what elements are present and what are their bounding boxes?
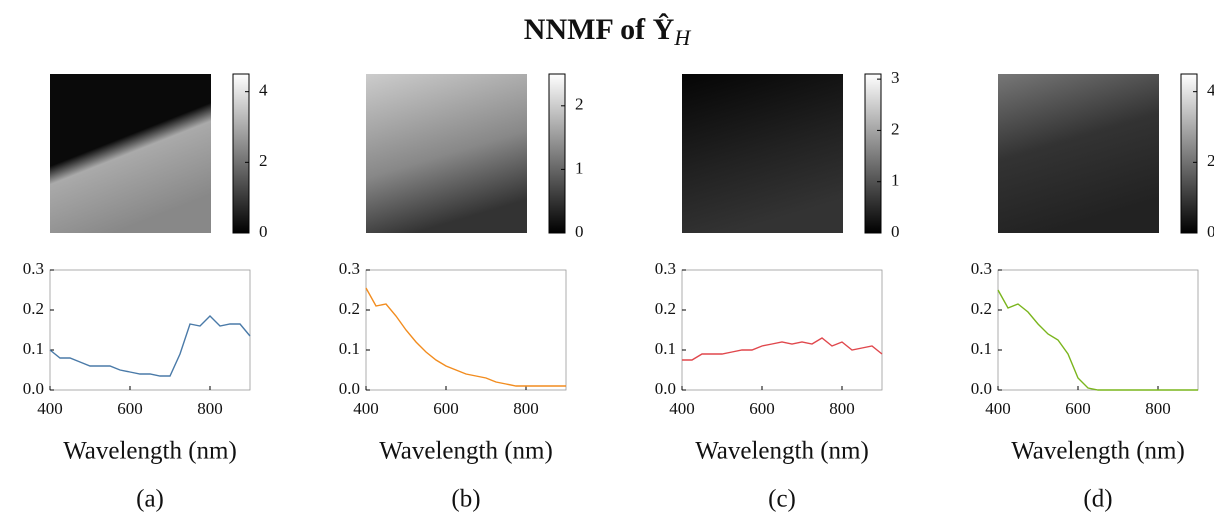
caption: (a) bbox=[136, 486, 164, 513]
series-line bbox=[682, 337, 883, 361]
image bbox=[50, 74, 211, 233]
title-text: NNMF of Ŷ bbox=[524, 13, 675, 46]
colorbar-tick-label: 1 bbox=[891, 171, 900, 190]
y-tick-label: 0.0 bbox=[655, 379, 676, 398]
y-tick-label: 0.0 bbox=[971, 379, 992, 398]
series-line bbox=[49, 315, 251, 377]
plot-frame bbox=[997, 269, 1199, 391]
y-tick-label: 0.2 bbox=[23, 299, 44, 318]
plot-frame bbox=[365, 269, 567, 391]
caption: (b) bbox=[451, 486, 480, 513]
plot-frame bbox=[49, 269, 251, 391]
x-tick-label: 400 bbox=[353, 399, 379, 418]
y-tick-label: 0.1 bbox=[23, 339, 44, 358]
colorbar-tick-label: 0 bbox=[259, 222, 268, 241]
x-tick-label: 600 bbox=[117, 399, 143, 418]
colorbar bbox=[232, 73, 250, 234]
colorbar bbox=[1180, 73, 1198, 234]
x-axis-label: Wavelength (nm) bbox=[695, 438, 869, 465]
colorbar-tick-label: 2 bbox=[891, 119, 900, 138]
colorbar bbox=[864, 73, 882, 234]
y-tick-label: 0.3 bbox=[971, 259, 992, 278]
x-axis-label: Wavelength (nm) bbox=[1011, 438, 1185, 465]
colorbar-tick-label: 2 bbox=[1207, 151, 1214, 170]
colorbar-tick-label: 4 bbox=[1207, 81, 1214, 100]
colorbar bbox=[548, 73, 566, 234]
y-tick-label: 0.2 bbox=[971, 299, 992, 318]
x-tick-label: 800 bbox=[829, 399, 855, 418]
y-tick-label: 0.1 bbox=[971, 339, 992, 358]
series-line bbox=[997, 289, 1198, 391]
y-tick-label: 0.2 bbox=[339, 299, 360, 318]
colorbar-tick-label: 0 bbox=[1207, 222, 1214, 241]
series-line bbox=[365, 287, 566, 387]
y-tick-label: 0.0 bbox=[23, 379, 44, 398]
plot-frame bbox=[681, 269, 883, 391]
caption: (c) bbox=[768, 486, 796, 513]
y-tick-label: 0.3 bbox=[655, 259, 676, 278]
colorbar-tick-label: 2 bbox=[259, 151, 268, 170]
y-tick-label: 0.1 bbox=[339, 339, 360, 358]
x-tick-label: 800 bbox=[513, 399, 539, 418]
colorbar-tick-label: 1 bbox=[575, 158, 584, 177]
x-tick-label: 400 bbox=[37, 399, 63, 418]
colorbar-tick-label: 3 bbox=[891, 68, 900, 87]
x-axis-label: Wavelength (nm) bbox=[63, 438, 237, 465]
image bbox=[682, 74, 843, 233]
y-tick-label: 0.3 bbox=[23, 259, 44, 278]
y-tick-label: 0.3 bbox=[339, 259, 360, 278]
y-tick-label: 0.1 bbox=[655, 339, 676, 358]
title: NNMF of ŶH bbox=[524, 13, 692, 50]
title-subscript: H bbox=[673, 25, 691, 50]
colorbar-tick-label: 0 bbox=[575, 222, 584, 241]
x-tick-label: 400 bbox=[669, 399, 695, 418]
x-tick-label: 800 bbox=[1145, 399, 1171, 418]
y-tick-label: 0.0 bbox=[339, 379, 360, 398]
y-tick-label: 0.2 bbox=[655, 299, 676, 318]
x-tick-label: 600 bbox=[749, 399, 775, 418]
x-tick-label: 600 bbox=[1065, 399, 1091, 418]
x-tick-label: 800 bbox=[197, 399, 223, 418]
x-axis-label: Wavelength (nm) bbox=[379, 438, 553, 465]
colorbar-tick-label: 4 bbox=[259, 81, 268, 100]
x-tick-label: 600 bbox=[433, 399, 459, 418]
image bbox=[366, 74, 527, 233]
image bbox=[998, 74, 1159, 233]
x-tick-label: 400 bbox=[985, 399, 1011, 418]
caption: (d) bbox=[1083, 486, 1112, 513]
colorbar-tick-label: 2 bbox=[575, 95, 584, 114]
colorbar-tick-label: 0 bbox=[891, 222, 900, 241]
